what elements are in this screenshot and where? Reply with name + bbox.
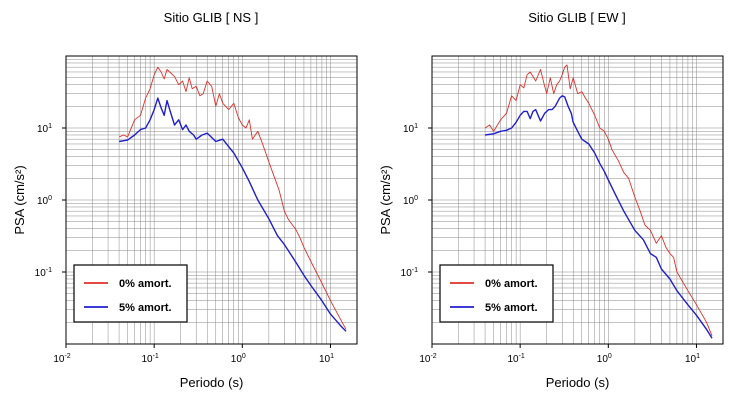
series-line-amort-5 [485,95,713,339]
grid [432,56,723,344]
x-tick-exponent: 0 [608,353,612,360]
y-tick-label: 10-1 [401,267,418,279]
series-line-amort-0 [484,64,713,336]
x-tick-label: 101 [319,353,334,365]
x-tick-exponent: 1 [330,353,334,360]
y-axis-label: PSA (cm/s²) [12,165,27,234]
y-tick-base: 10 [403,196,415,207]
legend: 0% amort. 5% amort. [73,264,188,323]
x-tick-base: 10 [231,354,243,365]
chart-title: Sitio GLIB [ NS ] [164,10,259,25]
legend: 0% amort. 5% amort. [439,264,554,323]
y-tick-exponent: 0 [48,195,52,202]
y-tick-label: 101 [37,123,52,135]
series-line-amort-5 [118,97,347,332]
y-tick-label: 101 [403,123,418,135]
x-tick-exponent: -1 [153,353,159,360]
x-tick-label: 10-1 [141,353,158,365]
panel-ew: Sitio GLIB [ EW ]10-2 10-1 100 10110-110010… [378,10,724,390]
x-tick-label: 10-2 [419,353,436,365]
y-tick-base: 10 [37,124,49,135]
grid [66,56,357,344]
x-axis-label: Periodo (s) [180,375,244,390]
x-tick-label: 101 [685,353,700,365]
x-tick-base: 10 [319,354,331,365]
series-line-amort-0 [118,66,347,330]
x-tick-label: 100 [231,353,246,365]
x-axis-label: Periodo (s) [546,375,610,390]
y-tick-exponent: -1 [46,267,52,274]
legend-box [439,264,554,323]
y-tick-exponent: 1 [48,123,52,130]
y-tick-base: 10 [37,196,49,207]
x-tick-base: 10 [507,354,519,365]
x-tick-base: 10 [53,354,65,365]
y-tick-label: 10-1 [35,267,52,279]
panel-ns: Sitio GLIB [ NS ]10-2 10-1 100 10110-110010… [12,10,358,390]
x-tick-label: 10-1 [507,353,524,365]
x-tick-base: 10 [141,354,153,365]
x-tick-exponent: -2 [64,353,70,360]
y-tick-label: 100 [403,195,418,207]
x-tick-base: 10 [685,354,697,365]
y-tick-base: 10 [35,268,47,279]
x-tick-base: 10 [419,354,431,365]
legend-box [73,264,188,323]
legend-label: 0% amort. [119,278,172,290]
x-tick-exponent: 0 [242,353,246,360]
x-tick-base: 10 [597,354,609,365]
x-tick-exponent: -2 [430,353,436,360]
x-tick-exponent: 1 [696,353,700,360]
x-tick-exponent: -1 [519,353,525,360]
y-tick-exponent: -1 [412,267,418,274]
x-tick-label: 100 [597,353,612,365]
legend-label: 0% amort. [485,278,538,290]
y-tick-exponent: 0 [414,195,418,202]
legend-label: 5% amort. [119,302,172,314]
y-tick-label: 100 [37,195,52,207]
y-tick-exponent: 1 [414,123,418,130]
chart-title: Sitio GLIB [ EW ] [528,10,626,25]
y-tick-base: 10 [403,124,415,135]
y-axis-label: PSA (cm/s²) [378,165,393,234]
legend-label: 5% amort. [485,302,538,314]
x-tick-label: 10-2 [53,353,70,365]
y-tick-base: 10 [401,268,413,279]
